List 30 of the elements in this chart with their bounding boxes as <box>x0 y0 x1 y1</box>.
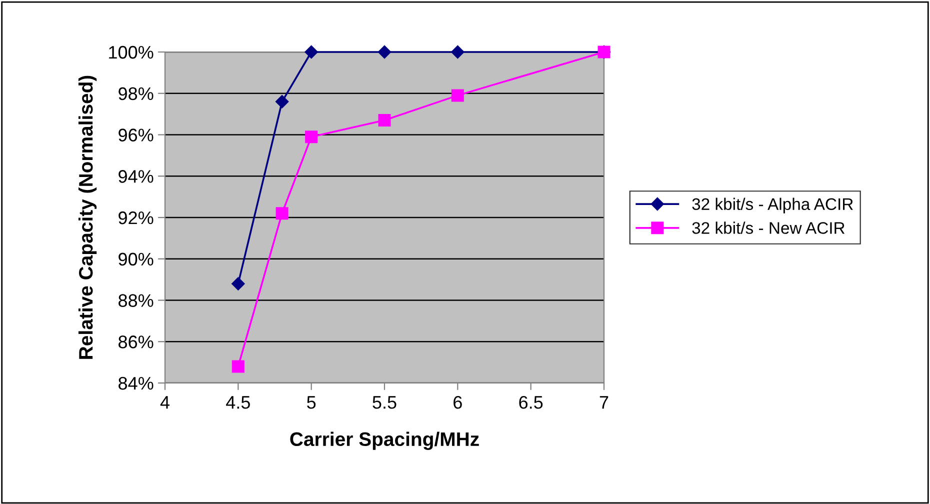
y-tick-label: 84% <box>118 376 154 390</box>
x-tick-label: 4 <box>160 396 170 409</box>
x-axis-title: Carrier Spacing/MHz <box>290 432 479 450</box>
x-tick-label: 6.5 <box>519 396 543 409</box>
y-tick-label: 96% <box>118 128 154 142</box>
y-tick-label: 88% <box>118 294 154 307</box>
y-tick-label: 86% <box>118 336 154 348</box>
y-axis-title: Relative Capacity (Normalised) <box>78 76 97 359</box>
legend-label: 32 kbit/s - Alpha ACIR <box>692 198 853 214</box>
x-tick-label: 5.5 <box>372 396 396 409</box>
y-tick-label: 98% <box>118 87 154 100</box>
point <box>276 207 288 220</box>
y-tick-label: 92% <box>118 211 154 224</box>
x-tick-label: 7 <box>600 396 608 409</box>
x-tick-label: 5 <box>307 396 316 409</box>
y-tick-label: 94% <box>118 170 154 183</box>
point <box>305 130 318 144</box>
point <box>378 45 392 59</box>
legend-label: 32 kbit/s - New ACIR <box>692 222 845 234</box>
x-tick-label: 6 <box>454 396 462 409</box>
point <box>451 45 464 59</box>
point <box>275 95 289 108</box>
x-tick-label: 4.5 <box>226 396 250 409</box>
y-tick-label: 100% <box>109 46 154 59</box>
point <box>232 360 244 373</box>
point <box>378 114 391 127</box>
point <box>232 277 245 290</box>
point <box>304 45 318 59</box>
point <box>451 89 464 102</box>
y-tick-label: 90% <box>118 252 154 266</box>
